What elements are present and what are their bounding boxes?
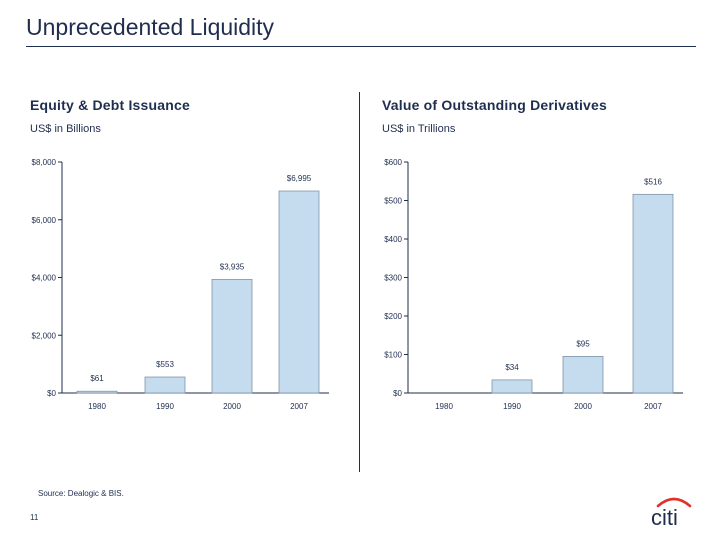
derivatives-bar-2000 bbox=[562, 356, 604, 394]
issuance-y-tick-label: $0 bbox=[47, 389, 56, 398]
derivatives-bar-1990 bbox=[491, 379, 533, 394]
page-number: 11 bbox=[30, 513, 39, 522]
issuance-category-label: 1980 bbox=[88, 402, 106, 411]
issuance-data-label-2000: $3,935 bbox=[220, 262, 245, 271]
derivatives-category-label: 1990 bbox=[503, 402, 521, 411]
issuance-bar-1980 bbox=[76, 390, 118, 394]
issuance-y-tick-label: $6,000 bbox=[32, 216, 57, 225]
derivatives-category-label: 2007 bbox=[644, 402, 662, 411]
svg-text:citi: citi bbox=[651, 505, 678, 528]
issuance-bar-2000 bbox=[211, 278, 253, 394]
derivatives-y-tick-label: $600 bbox=[384, 158, 402, 167]
derivatives-y-tick-label: $0 bbox=[393, 389, 402, 398]
issuance-category-label: 1990 bbox=[156, 402, 174, 411]
title-divider bbox=[26, 46, 696, 47]
issuance-data-label-1980: $61 bbox=[90, 374, 104, 383]
left-chart-subtitle: US$ in Billions bbox=[30, 123, 101, 135]
derivatives-category-label: 2000 bbox=[574, 402, 592, 411]
derivatives-category-label: 1980 bbox=[435, 402, 453, 411]
page-title: Unprecedented Liquidity bbox=[26, 14, 275, 40]
issuance-data-label-2007: $6,995 bbox=[287, 174, 312, 183]
issuance-y-tick-label: $4,000 bbox=[32, 274, 57, 283]
citi-logo: citi bbox=[650, 494, 694, 530]
derivatives-data-label-2000: $95 bbox=[576, 339, 590, 348]
derivatives-y-tick-label: $300 bbox=[384, 274, 402, 283]
left-chart-title: Equity & Debt Issuance bbox=[30, 97, 190, 113]
issuance-y-tick-label: $8,000 bbox=[32, 158, 57, 167]
derivatives-y-tick-label: $400 bbox=[384, 235, 402, 244]
issuance-category-label: 2000 bbox=[223, 402, 241, 411]
right-chart-title: Value of Outstanding Derivatives bbox=[382, 97, 608, 113]
derivatives-y-tick-label: $100 bbox=[384, 351, 402, 360]
source-note: Source: Dealogic & BIS. bbox=[38, 489, 124, 498]
issuance-bar-2007 bbox=[278, 190, 320, 394]
derivatives-bar-2007 bbox=[632, 193, 674, 394]
issuance-category-label: 2007 bbox=[290, 402, 308, 411]
derivatives-data-label-2007: $516 bbox=[644, 177, 662, 186]
derivatives-y-tick-label: $200 bbox=[384, 312, 402, 321]
panel-divider bbox=[359, 92, 360, 472]
right-chart-subtitle: US$ in Trillions bbox=[382, 123, 456, 135]
issuance-bar-1990 bbox=[144, 376, 186, 394]
issuance-data-label-1990: $553 bbox=[156, 360, 174, 369]
issuance-y-tick-label: $2,000 bbox=[32, 331, 57, 340]
derivatives-data-label-1990: $34 bbox=[505, 363, 519, 372]
derivatives-y-tick-label: $500 bbox=[384, 197, 402, 206]
